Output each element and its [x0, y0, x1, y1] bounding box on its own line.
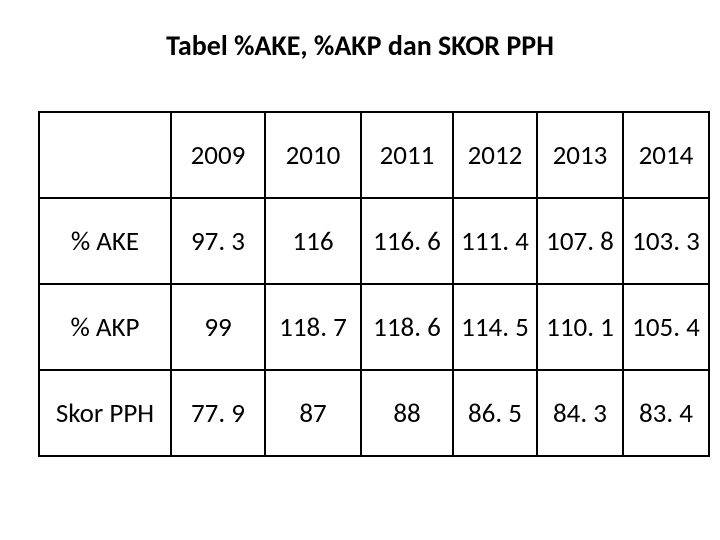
- header-cell-2014: 2014: [623, 112, 709, 198]
- page: Tabel %AKE, %AKP dan SKOR PPH 2009 2010 …: [0, 0, 720, 457]
- row-label: % AKP: [39, 284, 171, 370]
- cell: 111. 4: [453, 198, 537, 284]
- row-label: Skor PPH: [39, 370, 171, 456]
- cell: 114. 5: [453, 284, 537, 370]
- cell: 97. 3: [171, 198, 265, 284]
- cell: 105. 4: [623, 284, 709, 370]
- cell: 118. 6: [361, 284, 453, 370]
- cell: 103. 3: [623, 198, 709, 284]
- cell: 87: [265, 370, 361, 456]
- header-cell-2009: 2009: [171, 112, 265, 198]
- cell: 99: [171, 284, 265, 370]
- header-cell-2013: 2013: [537, 112, 623, 198]
- header-cell-blank: [39, 112, 171, 198]
- cell: 83. 4: [623, 370, 709, 456]
- cell: 118. 7: [265, 284, 361, 370]
- table-row: % AKP 99 118. 7 118. 6 114. 5 110. 1 105…: [39, 284, 709, 370]
- cell: 88: [361, 370, 453, 456]
- header-cell-2011: 2011: [361, 112, 453, 198]
- data-table: 2009 2010 2011 2012 2013 2014 % AKE 97. …: [38, 111, 710, 457]
- table-row: % AKE 97. 3 116 116. 6 111. 4 107. 8 103…: [39, 198, 709, 284]
- header-cell-2012: 2012: [453, 112, 537, 198]
- cell: 116: [265, 198, 361, 284]
- cell: 110. 1: [537, 284, 623, 370]
- cell: 107. 8: [537, 198, 623, 284]
- header-cell-2010: 2010: [265, 112, 361, 198]
- cell: 77. 9: [171, 370, 265, 456]
- cell: 86. 5: [453, 370, 537, 456]
- table-row: Skor PPH 77. 9 87 88 86. 5 84. 3 83. 4: [39, 370, 709, 456]
- table-header-row: 2009 2010 2011 2012 2013 2014: [39, 112, 709, 198]
- cell: 84. 3: [537, 370, 623, 456]
- row-label: % AKE: [39, 198, 171, 284]
- page-title: Tabel %AKE, %AKP dan SKOR PPH: [0, 28, 720, 63]
- cell: 116. 6: [361, 198, 453, 284]
